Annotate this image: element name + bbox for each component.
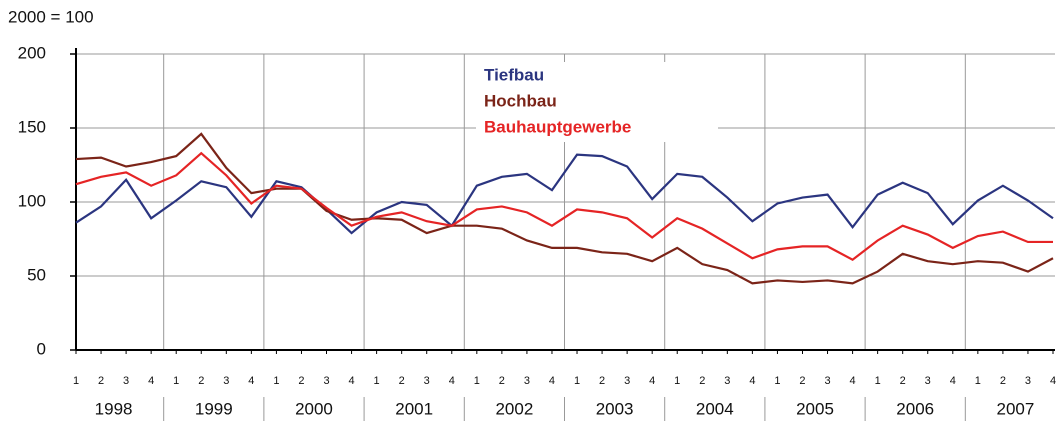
y-axis-label: 2000 = 100 — [8, 7, 94, 26]
year-label: 1999 — [195, 399, 233, 418]
x-tick-label: 3 — [925, 375, 931, 387]
x-tick-label: 1 — [674, 375, 680, 387]
x-tick-label: 2 — [1000, 375, 1006, 387]
x-tick-label: 3 — [724, 375, 730, 387]
series-line — [75, 132, 1054, 285]
x-tick-label: 4 — [850, 375, 856, 387]
x-tick-label: 4 — [148, 375, 154, 387]
x-tick-label: 4 — [649, 375, 655, 387]
x-tick-label: 1 — [273, 375, 279, 387]
x-tick-label: 3 — [424, 375, 430, 387]
x-tick-label: 2 — [98, 375, 104, 387]
x-tick-label: 4 — [349, 375, 355, 387]
year-label: 2000 — [295, 399, 333, 418]
year-label: 2007 — [997, 399, 1035, 418]
x-tick-label: 1 — [73, 375, 79, 387]
x-tick-label: 2 — [900, 375, 906, 387]
x-tick-label: 2 — [599, 375, 605, 387]
y-tick-label: 100 — [18, 191, 46, 210]
x-tick-label: 3 — [123, 375, 129, 387]
x-tick-label: 1 — [574, 375, 580, 387]
x-tick-label: 4 — [749, 375, 755, 387]
year-label: 1998 — [95, 399, 133, 418]
x-tick-label: 4 — [449, 375, 455, 387]
x-tick-label: 2 — [499, 375, 505, 387]
y-tick-label: 0 — [37, 339, 46, 358]
x-tick-label: 3 — [524, 375, 530, 387]
x-tick-label: 2 — [699, 375, 705, 387]
x-tick-label: 1 — [374, 375, 380, 387]
series-line — [75, 153, 1054, 235]
x-tick-label: 4 — [248, 375, 254, 387]
y-tick-label: 150 — [18, 117, 46, 136]
y-tick-label: 200 — [18, 43, 46, 62]
x-tick-label: 2 — [298, 375, 304, 387]
x-tick-label: 1 — [875, 375, 881, 387]
year-label: 2004 — [696, 399, 734, 418]
x-tick-label: 1 — [774, 375, 780, 387]
x-tick-label: 1 — [975, 375, 981, 387]
year-label: 2002 — [495, 399, 533, 418]
x-tick-label: 3 — [824, 375, 830, 387]
year-label: 2003 — [596, 399, 634, 418]
year-label: 2001 — [395, 399, 433, 418]
x-tick-label: 3 — [323, 375, 329, 387]
x-tick-label: 4 — [549, 375, 555, 387]
x-tick-label: 2 — [799, 375, 805, 387]
legend-label: Tiefbau — [484, 65, 544, 84]
x-tick-label: 2 — [198, 375, 204, 387]
x-tick-label: 1 — [474, 375, 480, 387]
year-label: 2006 — [896, 399, 934, 418]
series-line — [75, 151, 1053, 262]
legend-label: Bauhauptgewerbe — [484, 117, 631, 136]
x-tick-label: 3 — [223, 375, 229, 387]
x-tick-label: 4 — [1050, 375, 1056, 387]
legend-label: Hochbau — [484, 91, 557, 110]
y-tick-label: 50 — [27, 265, 46, 284]
x-tick-label: 2 — [399, 375, 405, 387]
legend-box — [476, 62, 718, 142]
x-tick-label: 3 — [1025, 375, 1031, 387]
year-label: 2005 — [796, 399, 834, 418]
x-tick-label: 4 — [950, 375, 956, 387]
x-tick-label: 3 — [624, 375, 630, 387]
x-tick-label: 1 — [173, 375, 179, 387]
